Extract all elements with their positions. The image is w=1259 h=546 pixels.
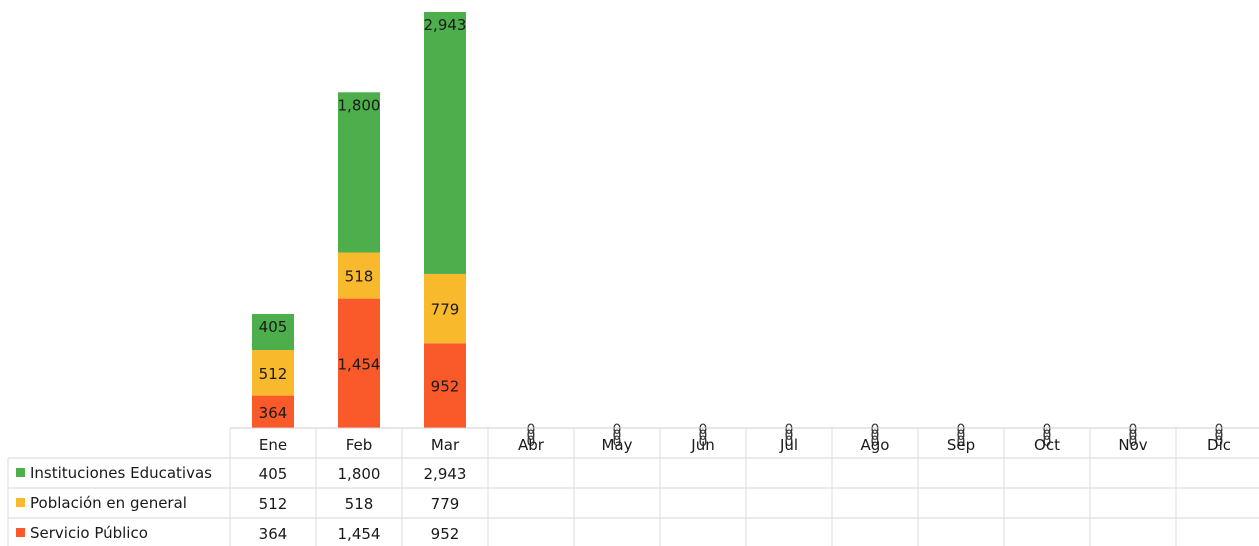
zero-label-sep-2: 0 (957, 434, 966, 450)
data-label-mar-0: 952 (431, 378, 460, 396)
table-cell-mar: 779 (431, 495, 460, 513)
zero-label-oct-0: 0 (1043, 422, 1052, 438)
category-label-may: May (601, 436, 632, 454)
bar-segment-feb-1 (338, 252, 380, 299)
table-cell-feb: 518 (345, 495, 374, 513)
zero-label-ago-0: 0 (871, 422, 880, 438)
bar-segment-ene-2 (252, 313, 294, 351)
bar-segment-mar-2 (424, 12, 466, 274)
table-cell-mar: 952 (431, 525, 460, 543)
bar-segment-ene-1 (252, 350, 294, 396)
table-cell-ene: 364 (259, 525, 288, 543)
data-label-feb-1: 518 (345, 268, 374, 286)
bar-segment-mar-0 (424, 343, 466, 428)
data-label-ene-2: 405 (259, 318, 288, 336)
category-label-ene: Ene (259, 436, 287, 454)
category-label-abr: Abr (518, 436, 545, 454)
legend-key-icon (16, 498, 25, 507)
table-row: Instituciones Educativas 405 1,800 2,943 (16, 464, 466, 483)
zero-label-oct-2: 0 (1043, 434, 1052, 450)
zero-label-abr-1: 0 (527, 428, 536, 444)
data-table-grid (7, 427, 1259, 546)
data-label-feb-2: 1,800 (338, 96, 381, 114)
zero-label-jul-0: 0 (785, 422, 794, 438)
zero-label-jun-2: 0 (699, 434, 708, 450)
zero-label-abr-2: 0 (527, 434, 536, 450)
bar-segment-feb-2 (338, 92, 380, 253)
data-label-mar-1: 779 (431, 301, 460, 319)
zero-label-dic-0: 0 (1215, 422, 1224, 438)
legend-series-name: Población en general (30, 494, 187, 512)
zero-label-dic-1: 0 (1215, 428, 1224, 444)
zero-label-may-2: 0 (613, 434, 622, 450)
table-cell-feb: 1,454 (338, 525, 381, 543)
zero-label-ago-2: 0 (871, 434, 880, 450)
data-label-feb-0: 1,454 (338, 355, 381, 373)
legend-key-icon (16, 468, 25, 477)
zero-label-nov-0: 0 (1129, 422, 1138, 438)
zero-label-may-0: 0 (613, 422, 622, 438)
category-label-mar: Mar (431, 436, 460, 454)
zero-label-nov-2: 0 (1129, 434, 1138, 450)
table-row: Servicio Público 364 1,454 952 (16, 524, 459, 543)
category-label-ago: Ago (861, 436, 890, 454)
category-label-jun: Jun (690, 436, 714, 454)
zero-label-dic-2: 0 (1215, 434, 1224, 450)
data-label-mar-2: 2,943 (424, 16, 467, 34)
zero-label-ago-1: 0 (871, 428, 880, 444)
category-label-feb: Feb (346, 436, 373, 454)
zero-label-oct-1: 0 (1043, 428, 1052, 444)
legend-series-name: Servicio Público (30, 524, 148, 542)
category-label-sep: Sep (947, 436, 975, 454)
bar-segment-ene-0 (252, 395, 294, 428)
zero-label-sep-1: 0 (957, 428, 966, 444)
data-table: Instituciones Educativas 405 1,800 2,943 Pob… (16, 464, 466, 543)
zero-label-jun-0: 0 (699, 422, 708, 438)
bar-segment-mar-1 (424, 273, 466, 344)
legend-series-name: Instituciones Educativas (30, 464, 212, 482)
legend-key-icon (16, 528, 25, 537)
bar-segment-feb-0 (338, 298, 380, 428)
zero-label-sep-0: 0 (957, 422, 966, 438)
bars: 3645124051,4545181,8009527792,9430000000… (252, 12, 1223, 450)
data-label-ene-0: 364 (259, 404, 288, 422)
category-label-jul: Jul (779, 436, 798, 454)
table-cell-ene: 512 (259, 495, 288, 513)
category-labels: Ene Feb Mar Abr May Jun Jul Ago Sep Oct Nov Dic (259, 436, 1231, 454)
table-cell-ene: 405 (259, 465, 288, 483)
zero-label-jun-1: 0 (699, 428, 708, 444)
data-label-ene-1: 512 (259, 365, 288, 383)
table-cell-feb: 1,800 (338, 465, 381, 483)
table-row: Población en general 512 518 779 (16, 494, 459, 513)
table-cell-mar: 2,943 (424, 465, 467, 483)
zero-label-may-1: 0 (613, 428, 622, 444)
category-label-nov: Nov (1118, 436, 1147, 454)
zero-label-jul-2: 0 (785, 434, 794, 450)
zero-label-jul-1: 0 (785, 428, 794, 444)
zero-label-abr-0: 0 (527, 422, 536, 438)
category-label-dic: Dic (1207, 436, 1231, 454)
category-label-oct: Oct (1034, 436, 1060, 454)
zero-label-nov-1: 0 (1129, 428, 1138, 444)
